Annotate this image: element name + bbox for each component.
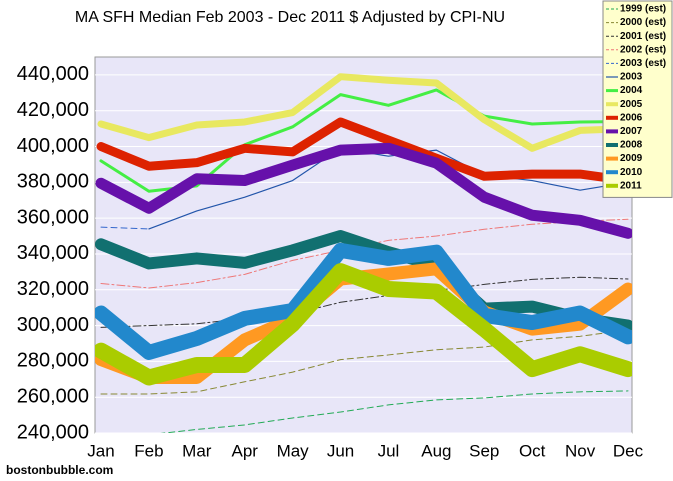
y-tick-label: 400,000: [17, 135, 89, 157]
legend-label: 2004: [620, 85, 643, 96]
series-line: [96, 117, 632, 186]
y-tick-label: 420,000: [17, 99, 89, 121]
legend-label: 2005: [620, 99, 643, 110]
y-tick-label: 320,000: [17, 278, 89, 300]
y-tick-label: 240,000: [17, 421, 89, 443]
x-tick-label: Feb: [134, 441, 163, 460]
x-tick-label: May: [277, 441, 310, 460]
y-tick-label: 380,000: [17, 171, 89, 193]
y-tick-label: 440,000: [17, 63, 89, 85]
series-line: [100, 226, 150, 230]
legend-label: 2009: [620, 153, 643, 164]
y-tick-label: 260,000: [17, 385, 89, 407]
x-tick-label: Mar: [182, 441, 212, 460]
x-tick-label: Jul: [378, 441, 400, 460]
legend-label: 2002 (est): [620, 44, 666, 55]
y-tick-label: 300,000: [17, 314, 89, 336]
legend-label: 2003: [620, 72, 643, 83]
legend-label: 2011: [620, 180, 642, 191]
legend-label: 1999 (est): [620, 4, 666, 15]
x-tick-label: Aug: [421, 441, 451, 460]
x-tick-label: Oct: [519, 441, 546, 460]
y-tick-label: 360,000: [17, 206, 89, 228]
series-line: [100, 329, 629, 395]
series-line: [100, 276, 629, 328]
legend-label: 2006: [620, 112, 643, 123]
x-tick-label: Dec: [613, 441, 644, 460]
series-line: [97, 73, 632, 152]
legend-label: 2001 (est): [620, 31, 666, 42]
chart-title: MA SFH Median Feb 2003 - Dec 2011 $ Adju…: [75, 9, 505, 26]
x-tick-label: Jun: [327, 441, 354, 460]
x-tick-label: Apr: [231, 441, 258, 460]
y-tick-label: 340,000: [17, 242, 89, 264]
x-tick-label: Nov: [565, 441, 596, 460]
series-line: [95, 230, 632, 332]
legend-label: 2000 (est): [620, 17, 666, 28]
x-tick-label: Sep: [469, 441, 499, 460]
series-line: [95, 263, 632, 386]
series-line: [95, 142, 632, 239]
series-line: [148, 147, 629, 230]
y-tick-label: 280,000: [17, 350, 89, 372]
series-line: [95, 242, 632, 360]
legend-label: 2008: [620, 140, 643, 151]
x-tick-label: Jan: [87, 441, 114, 460]
legend-label: 2003 (est): [620, 58, 666, 69]
legend-label: 2007: [620, 126, 643, 137]
footer: bostonbubble.com: [6, 463, 113, 477]
series-line: [160, 390, 629, 433]
legend-box: [602, 0, 673, 198]
legend-label: 2010: [620, 167, 643, 178]
